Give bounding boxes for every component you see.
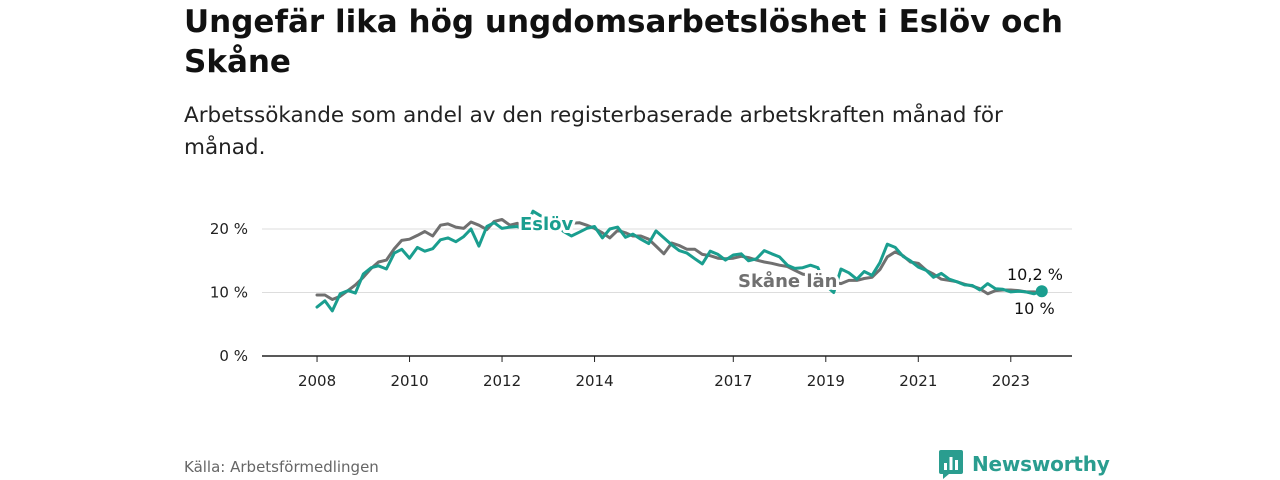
brand-name: Newsworthy	[972, 452, 1110, 476]
x-tick-label: 2017	[714, 372, 752, 390]
series-line-skane	[315, 217, 1044, 301]
y-tick-label: 20 %	[210, 220, 248, 238]
chart-title: Ungefär lika hög ungdomsarbetslöshet i E…	[184, 4, 1063, 80]
brand-logo: Newsworthy	[938, 449, 1110, 479]
newsworthy-logo-icon	[939, 450, 963, 479]
series-label-eslov: Eslöv	[520, 214, 574, 235]
y-tick-label: 10 %	[210, 284, 248, 302]
eslov-end-marker	[1035, 285, 1048, 298]
end-label-eslov: 10,2 %	[1007, 265, 1063, 284]
x-tick-label: 2019	[807, 372, 845, 390]
axes: 0 % 10 % 20 % 2008 2010 2012 2014 2017 2019 2021 2…	[210, 220, 1072, 390]
end-label-skane: 10 %	[1014, 299, 1055, 318]
x-tick-label: 2010	[390, 372, 428, 390]
x-tick-label: 2008	[298, 372, 336, 390]
x-tick-label: 2014	[575, 372, 613, 390]
series-lines	[315, 209, 1048, 313]
series-label-skane: Skåne län	[738, 270, 838, 292]
source-note: Källa: Arbetsförmedlingen	[184, 458, 379, 476]
gridlines	[262, 228, 1072, 293]
series-line-eslov	[315, 209, 1044, 313]
x-tick-label: 2012	[483, 372, 521, 390]
line-chart: 0 % 10 % 20 % 2008 2010 2012 2014 2017 2019 2021 2…	[210, 209, 1072, 390]
x-tick-label: 2021	[899, 372, 937, 390]
chart-subtitle: Arbetssökande som andel av den registerb…	[184, 103, 1003, 160]
series-labels: Eslöv Skåne län 10,2 % 10 %	[517, 211, 1063, 318]
y-tick-label: 0 %	[219, 347, 248, 365]
x-tick-label: 2023	[992, 372, 1030, 390]
